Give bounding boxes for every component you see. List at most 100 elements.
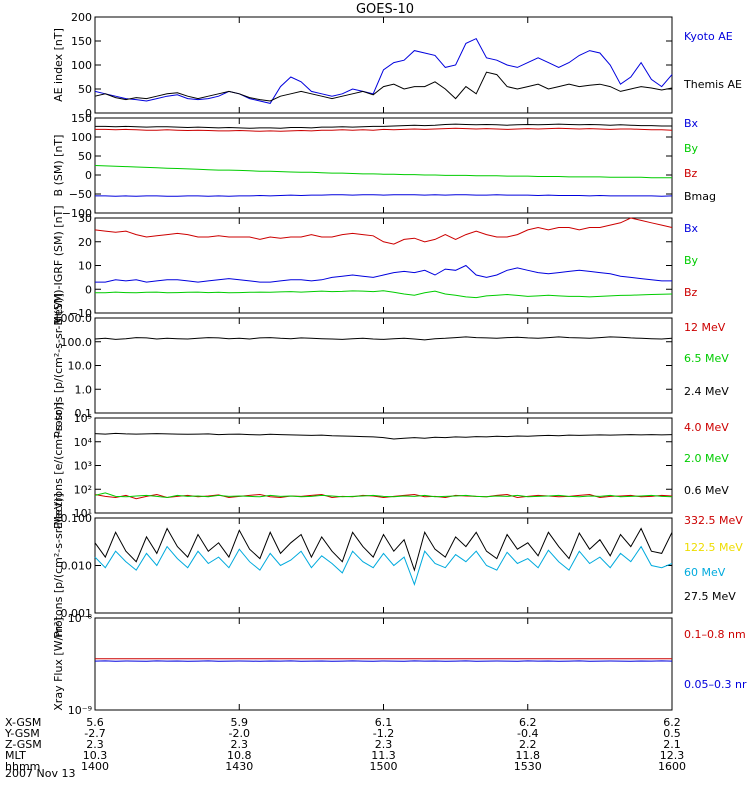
legend-label: Bz <box>684 286 698 299</box>
series-line <box>94 165 672 179</box>
panel-2: −100 −50 0 50 100 150 B (SM) [nT] Bx By Bz Bmag <box>52 112 716 220</box>
y-axis-label: Xray Flux [W/m²] <box>52 617 65 710</box>
footer-value: 2.2 <box>519 738 537 751</box>
y-tick-label: 10⁵ <box>74 412 92 425</box>
footer-value: -0.4 <box>517 727 538 740</box>
footer-value: 6.2 <box>519 716 537 729</box>
series-line <box>95 264 672 283</box>
y-tick-label: 10⁴ <box>74 436 93 449</box>
footer-value: 10.3 <box>83 749 108 762</box>
legend-label: 0.1–0.8 nm <box>684 628 746 641</box>
panel-frame <box>94 117 673 214</box>
y-axis-label: AE index [nT] <box>52 28 65 102</box>
footer-value: 6.1 <box>375 716 393 729</box>
footer-value: 10.8 <box>227 749 252 762</box>
legend-label: 60 MeV <box>684 566 726 579</box>
y-tick-label: 0 <box>85 169 92 182</box>
panel-5: 10¹ 10² 10³ 10⁴ 10⁵ Electrons [e/(cm²-s-sr)] 4… <box>52 402 729 529</box>
legend-label: 0.05–0.3 nr <box>684 678 747 691</box>
panel-frame <box>94 16 673 114</box>
y-tick-label: −10 <box>69 307 92 320</box>
footer-value: 12.3 <box>660 749 685 762</box>
y-tick-label: 10² <box>74 483 92 496</box>
panel-frame <box>94 317 673 414</box>
legend-label: 122.5 MeV <box>684 541 743 554</box>
y-tick-label: 0.1 <box>75 407 93 420</box>
footer-value: 5.6 <box>86 716 104 729</box>
series-line <box>95 290 673 299</box>
panel-frame <box>94 617 673 711</box>
legend-label: 12 MeV <box>684 321 726 334</box>
footer-value: 11.8 <box>516 749 541 762</box>
footer-value: -2.0 <box>229 727 250 740</box>
footer-value: 1600 <box>658 760 686 773</box>
legend-label: 0.6 MeV <box>684 484 729 497</box>
footer-value: -1.2 <box>373 727 394 740</box>
panel-frame <box>94 517 673 614</box>
y-tick-label: 0 <box>85 107 92 120</box>
footer-value: 5.9 <box>231 716 249 729</box>
y-tick-label: −50 <box>69 188 92 201</box>
legend-label: By <box>684 254 699 267</box>
y-axis-label: Protons [p/(cm²-s-sr-MeV)] <box>52 293 65 438</box>
footer-row-label: Y-GSM <box>4 727 40 740</box>
footer-row-label: hhmm <box>5 760 40 773</box>
footer-value: 1500 <box>370 760 398 773</box>
footer-value: 0.5 <box>663 727 681 740</box>
panel-frame <box>94 217 673 314</box>
footer-row-label: MLT <box>5 749 26 762</box>
series-line <box>94 432 673 440</box>
y-tick-label: 10¹ <box>74 507 92 520</box>
y-tick-label: 0.001 <box>61 607 93 620</box>
date-label: 2007 Nov 13 <box>5 767 75 780</box>
y-tick-label: 10.0 <box>68 360 93 373</box>
footer-value: 1530 <box>514 760 542 773</box>
y-tick-label: 150 <box>71 35 92 48</box>
y-tick-label: 20 <box>78 236 92 249</box>
panel-1: 0 50 100 150 200 AE index [nT] Kyoto AE Themis … <box>52 11 742 120</box>
legend-label: Bmag <box>684 190 716 203</box>
series-line <box>95 194 673 197</box>
y-tick-label: 10³ <box>74 460 92 473</box>
y-tick-label: 0.100 <box>61 512 93 525</box>
y-tick-label: 1.0 <box>75 383 93 396</box>
y-tick-label: 10 <box>78 260 92 273</box>
legend-label: 6.5 MeV <box>684 352 729 365</box>
series-line <box>95 123 672 129</box>
footer-row-label: Z-GSM <box>5 738 42 751</box>
legend-label: 2.4 MeV <box>684 385 729 398</box>
legend-label: By <box>684 142 699 155</box>
series-line <box>94 217 673 245</box>
panel-frame <box>94 417 673 514</box>
series-line <box>94 71 673 102</box>
y-tick-label: 30 <box>78 212 92 225</box>
y-tick-label: 100 <box>71 59 92 72</box>
y-tick-label: 200 <box>71 11 92 24</box>
footer-value: 2.1 <box>663 738 681 751</box>
legend-label: Bz <box>684 167 698 180</box>
y-tick-label: 150 <box>71 112 92 125</box>
y-tick-label: 1000.0 <box>54 312 93 325</box>
y-tick-label: −100 <box>62 207 92 220</box>
series-line <box>94 336 673 341</box>
legend-label: Themis AE <box>683 78 742 91</box>
plot-title: GOES-10 <box>356 2 414 17</box>
y-axis-label: Protons [p/(cm²-s-sr-MeV)] <box>52 493 65 638</box>
series-line <box>94 37 673 104</box>
series-line <box>95 127 673 132</box>
footer-value: 6.2 <box>663 716 681 729</box>
y-tick-label: 10⁻⁹ <box>68 704 92 717</box>
y-axis-label: B (SM)-IGRF (SM) [nT] <box>52 205 65 325</box>
y-axis-label: B (SM) [nT] <box>52 135 65 197</box>
legend-label: 27.5 MeV <box>684 590 736 603</box>
footer-row-label: X-GSM <box>5 716 41 729</box>
footer-value: 2.3 <box>86 738 104 751</box>
y-tick-label: 0 <box>85 283 92 296</box>
footer-value: -2.7 <box>84 727 105 740</box>
